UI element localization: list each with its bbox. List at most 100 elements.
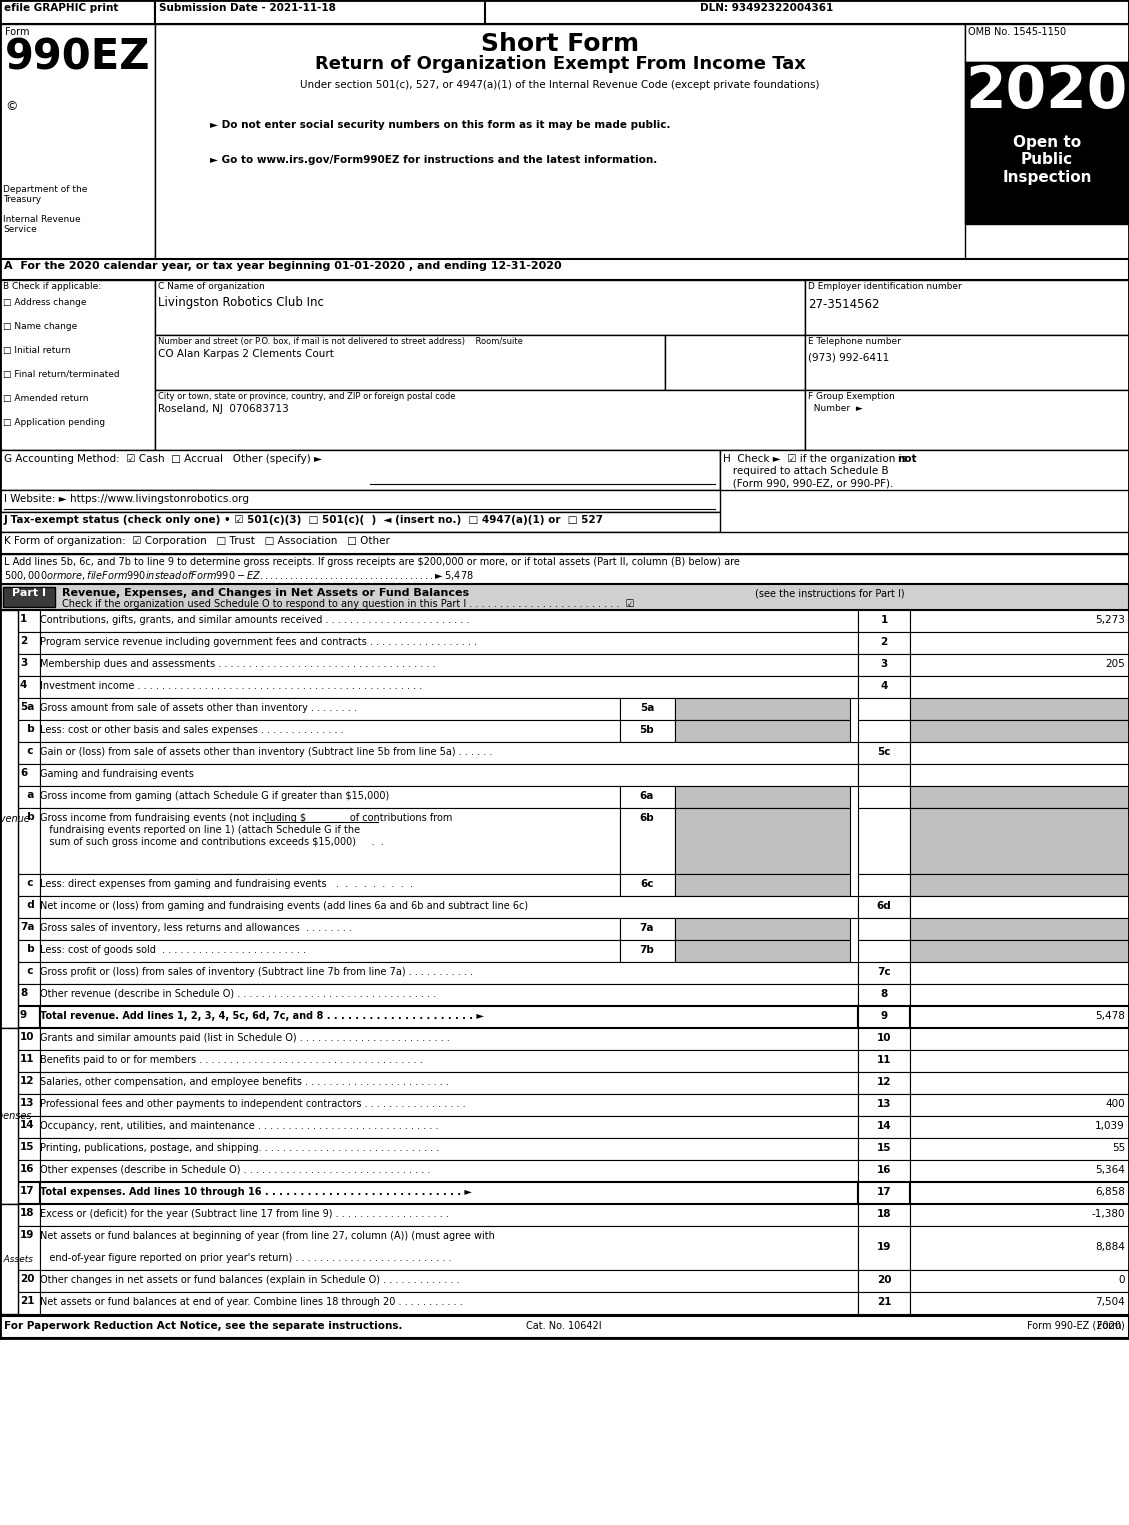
Bar: [18, 764, 40, 785]
Bar: [18, 785, 40, 808]
Text: Livingston Robotics Club Inc: Livingston Robotics Club Inc: [158, 296, 324, 310]
Bar: [0, 1205, 18, 1315]
Text: Occupancy, rent, utilities, and maintenance . . . . . . . . . . . . . . . . . . : Occupancy, rent, utilities, and maintena…: [40, 1121, 438, 1132]
Bar: [910, 1093, 1129, 1116]
Bar: [0, 584, 1129, 610]
Text: 400: 400: [1105, 1100, 1124, 1109]
Bar: [620, 874, 675, 897]
Text: 17: 17: [877, 1186, 891, 1197]
Bar: [858, 1028, 910, 1051]
Bar: [40, 897, 858, 918]
Bar: [18, 808, 40, 874]
Text: 205: 205: [1105, 659, 1124, 669]
Bar: [18, 743, 40, 764]
Bar: [40, 918, 620, 939]
Bar: [675, 808, 850, 874]
Bar: [910, 720, 1129, 743]
Bar: [675, 918, 850, 939]
Text: Submission Date - 2021-11-18: Submission Date - 2021-11-18: [159, 3, 335, 14]
Bar: [858, 1138, 910, 1161]
Bar: [910, 743, 1129, 764]
Bar: [858, 720, 910, 743]
Text: 7c: 7c: [877, 967, 891, 978]
Bar: [910, 808, 1129, 874]
Text: b: b: [20, 724, 35, 734]
Text: Cat. No. 10642I: Cat. No. 10642I: [526, 1321, 602, 1331]
Text: 6c: 6c: [640, 878, 654, 889]
Bar: [40, 962, 858, 984]
Text: 7a: 7a: [20, 923, 35, 932]
Bar: [858, 962, 910, 984]
Text: 6,858: 6,858: [1095, 1186, 1124, 1197]
Bar: [40, 1138, 858, 1161]
Text: A  For the 2020 calendar year, or tax year beginning 01-01-2020 , and ending 12-: A For the 2020 calendar year, or tax yea…: [5, 261, 561, 271]
Text: Gaming and fundraising events: Gaming and fundraising events: [40, 769, 194, 779]
Bar: [18, 610, 40, 631]
Bar: [858, 939, 910, 962]
Text: 5c: 5c: [877, 747, 891, 756]
Text: not: not: [898, 454, 917, 464]
Bar: [18, 962, 40, 984]
Bar: [858, 1006, 910, 1028]
Text: 18: 18: [877, 1209, 891, 1218]
Bar: [620, 918, 675, 939]
Bar: [665, 336, 805, 390]
Text: Short Form: Short Form: [481, 32, 639, 56]
Text: Benefits paid to or for members . . . . . . . . . . . . . . . . . . . . . . . . : Benefits paid to or for members . . . . …: [40, 1055, 422, 1064]
Bar: [18, 1226, 40, 1270]
Text: Revenue, Expenses, and Changes in Net Assets or Fund Balances: Revenue, Expenses, and Changes in Net As…: [62, 589, 470, 598]
Text: 7a: 7a: [640, 923, 654, 933]
Text: L Add lines 5b, 6c, and 7b to line 9 to determine gross receipts. If gross recei: L Add lines 5b, 6c, and 7b to line 9 to …: [5, 557, 739, 567]
Bar: [858, 874, 910, 897]
Bar: [40, 654, 858, 676]
Text: 5a: 5a: [20, 702, 34, 712]
Bar: [858, 654, 910, 676]
Bar: [858, 676, 910, 698]
Text: 6: 6: [20, 769, 27, 778]
Bar: [18, 1161, 40, 1182]
Bar: [858, 1093, 910, 1116]
Bar: [0, 1028, 18, 1205]
Bar: [910, 1161, 1129, 1182]
Text: I Website: ► https://www.livingstonrobotics.org: I Website: ► https://www.livingstonrobot…: [5, 494, 250, 503]
Text: Net assets or fund balances at end of year. Combine lines 18 through 20 . . . . : Net assets or fund balances at end of ye…: [40, 1296, 463, 1307]
Text: Less: direct expenses from gaming and fundraising events   .  .  .  .  .  .  .  : Less: direct expenses from gaming and fu…: [40, 878, 413, 889]
Bar: [40, 1292, 858, 1315]
Text: 7b: 7b: [639, 946, 655, 955]
Bar: [910, 1028, 1129, 1051]
Text: K Form of organization:  ☑ Corporation   □ Trust   □ Association   □ Other: K Form of organization: ☑ Corporation □ …: [5, 535, 390, 546]
Text: c: c: [20, 746, 34, 756]
Text: 1: 1: [20, 615, 27, 624]
Text: Professional fees and other payments to independent contractors . . . . . . . . : Professional fees and other payments to …: [40, 1100, 465, 1109]
Bar: [675, 874, 850, 897]
Bar: [18, 984, 40, 1006]
Text: Check if the organization used Schedule O to respond to any question in this Par: Check if the organization used Schedule …: [62, 599, 634, 608]
Bar: [805, 281, 1129, 336]
Text: OMB No. 1545-1150: OMB No. 1545-1150: [968, 27, 1066, 37]
Bar: [910, 918, 1129, 939]
Text: ► Go to www.irs.gov/Form990EZ for instructions and the latest information.: ► Go to www.irs.gov/Form990EZ for instru…: [210, 156, 657, 165]
Bar: [910, 1006, 1129, 1028]
Text: Department of the
Treasury: Department of the Treasury: [3, 185, 87, 204]
Bar: [18, 1093, 40, 1116]
Bar: [858, 1226, 910, 1270]
Text: Gross amount from sale of assets other than inventory . . . . . . . .: Gross amount from sale of assets other t…: [40, 703, 357, 714]
Text: 19: 19: [877, 1241, 891, 1252]
Text: Gross income from gaming (attach Schedule G if greater than $15,000): Gross income from gaming (attach Schedul…: [40, 791, 390, 801]
Bar: [965, 63, 1129, 133]
Text: Grants and similar amounts paid (list in Schedule O) . . . . . . . . . . . . . .: Grants and similar amounts paid (list in…: [40, 1032, 449, 1043]
Text: Form 990-EZ (2020): Form 990-EZ (2020): [1027, 1321, 1124, 1331]
Text: 19: 19: [20, 1231, 34, 1240]
Text: J Tax-exempt status (check only one) • ☑ 501(c)(3)  □ 501(c)(  )  ◄ (insert no.): J Tax-exempt status (check only one) • ☑…: [5, 515, 604, 525]
Bar: [155, 24, 965, 259]
Bar: [910, 874, 1129, 897]
Text: 14: 14: [877, 1121, 891, 1132]
Text: (973) 992-6411: (973) 992-6411: [808, 352, 890, 361]
Text: 3: 3: [20, 657, 27, 668]
Bar: [18, 1182, 40, 1205]
Text: (see the instructions for Part I): (see the instructions for Part I): [755, 589, 904, 598]
Text: fundraising events reported on line 1) (attach Schedule G if the: fundraising events reported on line 1) (…: [40, 825, 360, 836]
Bar: [858, 1205, 910, 1226]
Text: 27-3514562: 27-3514562: [808, 297, 879, 311]
Text: 6a: 6a: [640, 791, 654, 801]
